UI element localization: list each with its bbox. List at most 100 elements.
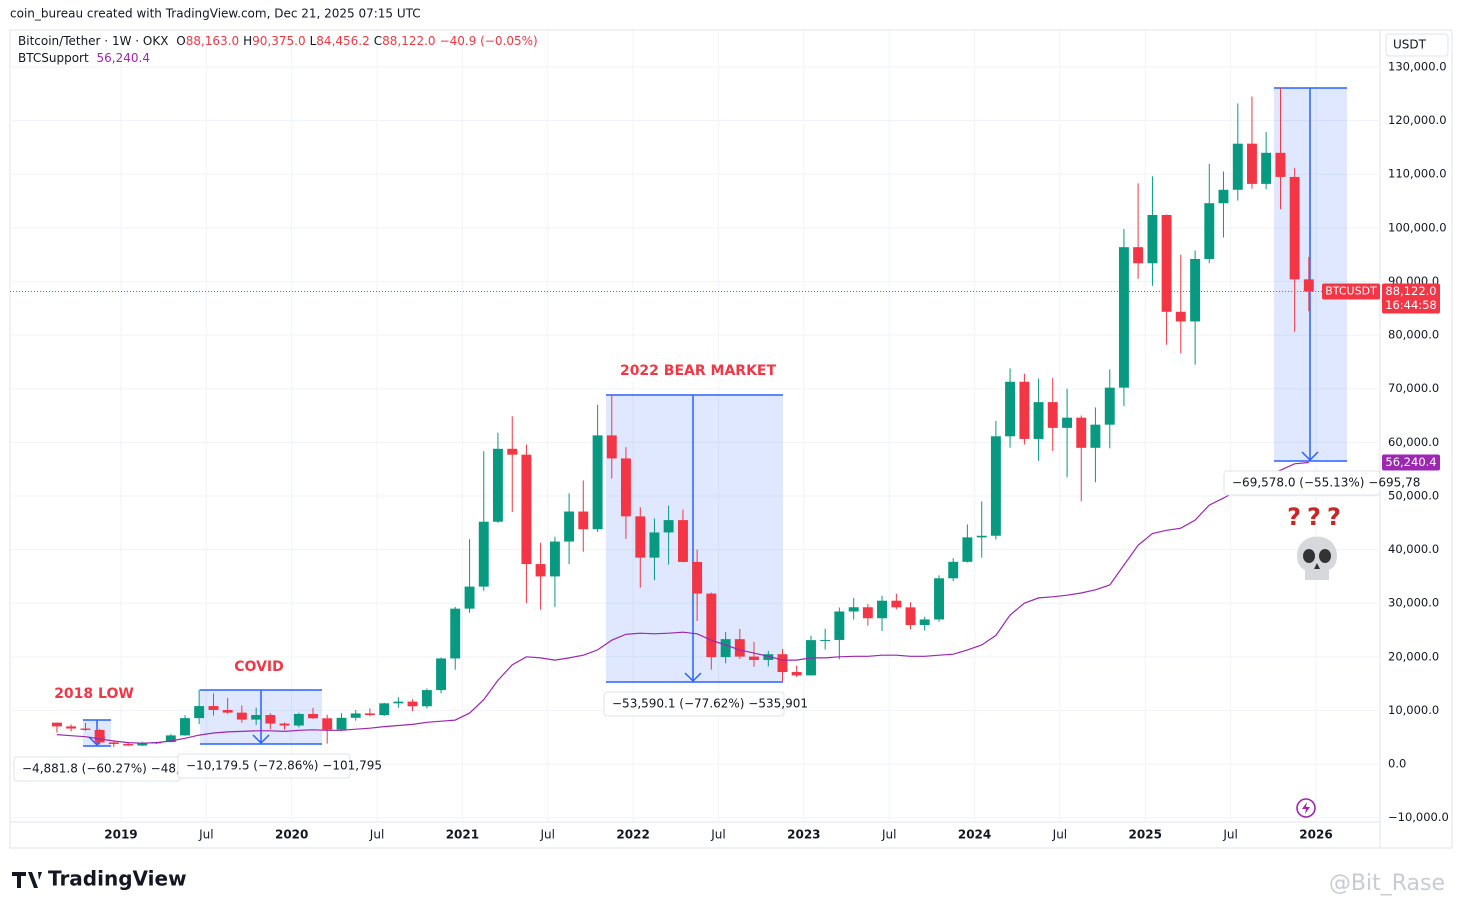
candle-body (236, 712, 247, 720)
candle-body (905, 607, 916, 625)
candle-body (279, 723, 290, 726)
x-tick-label: 2022 (616, 828, 649, 842)
skull-eye (1319, 549, 1331, 563)
candle-body (1303, 279, 1314, 292)
x-tick-label: Jul (540, 828, 555, 842)
candle-body (578, 511, 589, 530)
candle-body (123, 744, 134, 746)
candle-body (436, 658, 447, 691)
symbol-name: Bitcoin/Tether · 1W · OKX (18, 34, 168, 48)
logo-icon (12, 872, 42, 888)
marks (10, 87, 1380, 748)
skull-nose (1314, 563, 1320, 569)
grid (10, 30, 1380, 822)
candle-body (1104, 387, 1115, 425)
measure-2018: −4,881.8 (−60.27%) −48,818 (22, 762, 203, 776)
candle-body (507, 448, 518, 455)
candle-body (108, 742, 119, 745)
candle-body (692, 561, 703, 594)
candle-body (66, 726, 77, 729)
x-tick-label: Jul (1222, 828, 1237, 842)
ohlc-value: 88,163.0 (186, 34, 239, 48)
candle-body (1047, 402, 1058, 428)
candle-body (1261, 152, 1272, 184)
y-tick-label: 0.0 (1388, 757, 1406, 771)
ohlc-value: 88,122.0 (382, 34, 435, 48)
candle-body (1090, 424, 1101, 448)
label-bear: 2022 BEAR MARKET (620, 363, 777, 379)
x-tick-label: 2023 (787, 828, 820, 842)
lightning-icon[interactable] (1296, 798, 1316, 818)
candle-body (1133, 247, 1144, 264)
candle-body (1289, 176, 1300, 280)
candle-body (976, 535, 987, 538)
y-tick-label: 50,000.0 (1388, 488, 1439, 502)
bear-2022-arrow-head (684, 672, 702, 683)
currency-box[interactable] (1385, 33, 1449, 57)
candle-body (1118, 247, 1129, 388)
annotations-front: 2018 LOW COVID 2022 BEAR MARKET −4,881.8 (−… (13, 361, 1420, 782)
ohlc-key: O (176, 34, 185, 48)
covid-arrow-head (252, 734, 270, 745)
y-tick-label: 80,000.0 (1388, 328, 1439, 342)
candle-body (1033, 402, 1044, 439)
candle-body (1175, 311, 1186, 322)
measure-covid: −10,179.5 (−72.86%) −101,795 (186, 759, 382, 773)
y-tick-label: 100,000.0 (1388, 220, 1447, 234)
label-bear-bg (615, 361, 781, 381)
candle-body (180, 718, 190, 736)
candle-body (820, 639, 831, 641)
measure-bear-box (603, 691, 785, 717)
candle-body (407, 701, 418, 707)
candle-body (521, 454, 532, 565)
countdown-text: 16:44:58 (1385, 298, 1437, 312)
y-tick-label: 60,000.0 (1388, 435, 1439, 449)
y-tick-label: 70,000.0 (1388, 381, 1439, 395)
candle-body (1275, 152, 1286, 177)
label-covid: COVID (234, 659, 283, 675)
y-tick-label: 110,000.0 (1388, 167, 1447, 181)
ohlc-value: 84,456.2 (316, 34, 369, 48)
candle-body (478, 521, 489, 587)
candle-body (450, 608, 461, 659)
candle-body (862, 607, 873, 619)
label-2018-low: 2018 LOW (54, 686, 134, 702)
candle-body (421, 690, 432, 707)
candle-body (919, 619, 930, 625)
measure-current-box (1223, 470, 1381, 496)
x-tick-label: Jul (881, 828, 896, 842)
ohlc-value: 90,375.0 (252, 34, 305, 48)
y-tick-label: −10,000.0 (1388, 810, 1449, 824)
candle-body (1218, 189, 1229, 204)
skull-head (1297, 536, 1337, 580)
ohlc-key: C (374, 34, 382, 48)
candle-body (194, 706, 205, 719)
candle-body (393, 701, 404, 704)
candle-body (379, 703, 390, 716)
support-tag-text: 56,240.4 (1385, 455, 1436, 469)
measure-bear: −53,590.1 (−77.62%) −535,901 (612, 697, 808, 711)
candle-body (51, 722, 62, 727)
candle-body (649, 532, 660, 558)
candle-body (635, 516, 646, 558)
candle-body (962, 537, 973, 562)
support-tag (1382, 454, 1440, 471)
ohlc-key: L (310, 34, 317, 48)
candle-body (336, 717, 347, 730)
x-tick-label: 2020 (275, 828, 308, 842)
candle-body (620, 458, 631, 517)
y-tick-label: 130,000.0 (1388, 59, 1447, 73)
skull-icon (1297, 536, 1337, 580)
candle-body (848, 607, 859, 612)
candle-body (663, 520, 674, 533)
candle-body (592, 435, 603, 530)
candle-body (1247, 143, 1257, 184)
x-tick-label: 2024 (958, 828, 991, 842)
measure-covid-box (177, 753, 351, 779)
candle-body (293, 713, 304, 726)
candle-body (1005, 381, 1016, 437)
candle-body (791, 672, 802, 676)
candle-body (948, 561, 959, 579)
